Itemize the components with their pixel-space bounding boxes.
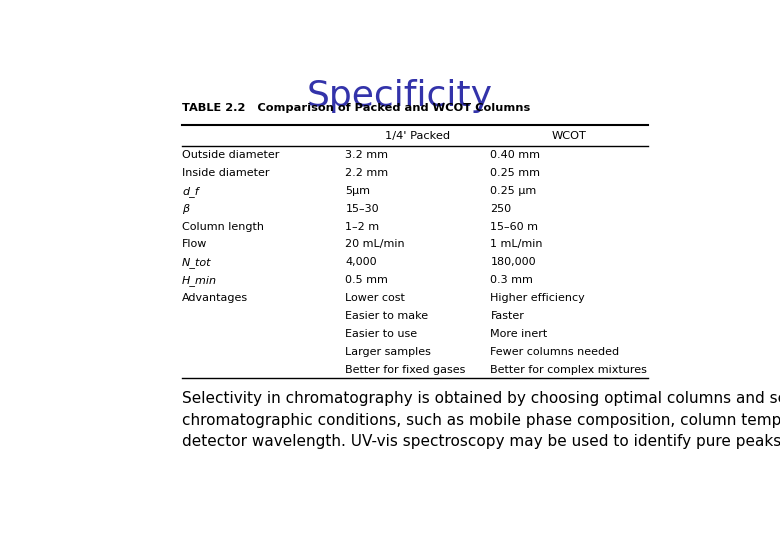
- Text: 20 mL/min: 20 mL/min: [346, 239, 405, 249]
- Text: 0.40 mm: 0.40 mm: [491, 150, 541, 160]
- Text: WCOT: WCOT: [551, 131, 587, 141]
- Text: 5μm: 5μm: [346, 186, 370, 196]
- Text: 15–60 m: 15–60 m: [491, 221, 538, 232]
- Text: Flow: Flow: [182, 239, 207, 249]
- Text: More inert: More inert: [491, 329, 548, 339]
- Text: 4,000: 4,000: [346, 258, 377, 267]
- Text: 0.25 mm: 0.25 mm: [491, 168, 541, 178]
- Text: Specificity: Specificity: [307, 79, 493, 113]
- Text: Advantages: Advantages: [182, 293, 248, 303]
- Text: 250: 250: [491, 204, 512, 214]
- Text: 1 mL/min: 1 mL/min: [491, 239, 543, 249]
- Text: Easier to use: Easier to use: [346, 329, 417, 339]
- Text: β: β: [182, 204, 190, 214]
- Text: Lower cost: Lower cost: [346, 293, 406, 303]
- Text: detector wavelength. UV-vis spectroscopy may be used to identify pure peaks: detector wavelength. UV-vis spectroscopy…: [182, 435, 780, 449]
- Text: Fewer columns needed: Fewer columns needed: [491, 347, 619, 357]
- Text: 2.2 mm: 2.2 mm: [346, 168, 388, 178]
- Text: 15–30: 15–30: [346, 204, 379, 214]
- Text: 1/4' Packed: 1/4' Packed: [385, 131, 450, 141]
- Text: Outside diameter: Outside diameter: [182, 150, 279, 160]
- Text: 180,000: 180,000: [491, 258, 536, 267]
- Text: N_tot: N_tot: [182, 258, 211, 268]
- Text: chromatographic conditions, such as mobile phase composition, column temperature: chromatographic conditions, such as mobi…: [182, 413, 780, 428]
- Text: 1–2 m: 1–2 m: [346, 221, 380, 232]
- Text: H_min: H_min: [182, 275, 217, 286]
- Text: d_f: d_f: [182, 186, 199, 197]
- Text: Higher efficiency: Higher efficiency: [491, 293, 585, 303]
- Text: Easier to make: Easier to make: [346, 311, 428, 321]
- Text: Selectivity in chromatography is obtained by choosing optimal columns and settin: Selectivity in chromatography is obtaine…: [182, 391, 780, 406]
- Text: Better for complex mixtures: Better for complex mixtures: [491, 364, 647, 375]
- Text: Column length: Column length: [182, 221, 264, 232]
- Text: Faster: Faster: [491, 311, 524, 321]
- Text: Better for fixed gases: Better for fixed gases: [346, 364, 466, 375]
- Text: Inside diameter: Inside diameter: [182, 168, 270, 178]
- Text: 3.2 mm: 3.2 mm: [346, 150, 388, 160]
- Text: 0.25 μm: 0.25 μm: [491, 186, 537, 196]
- Text: 0.3 mm: 0.3 mm: [491, 275, 534, 285]
- Text: TABLE 2.2   Comparison of Packed and WCOT Columns: TABLE 2.2 Comparison of Packed and WCOT …: [182, 103, 530, 113]
- Text: Larger samples: Larger samples: [346, 347, 431, 357]
- Text: 0.5 mm: 0.5 mm: [346, 275, 388, 285]
